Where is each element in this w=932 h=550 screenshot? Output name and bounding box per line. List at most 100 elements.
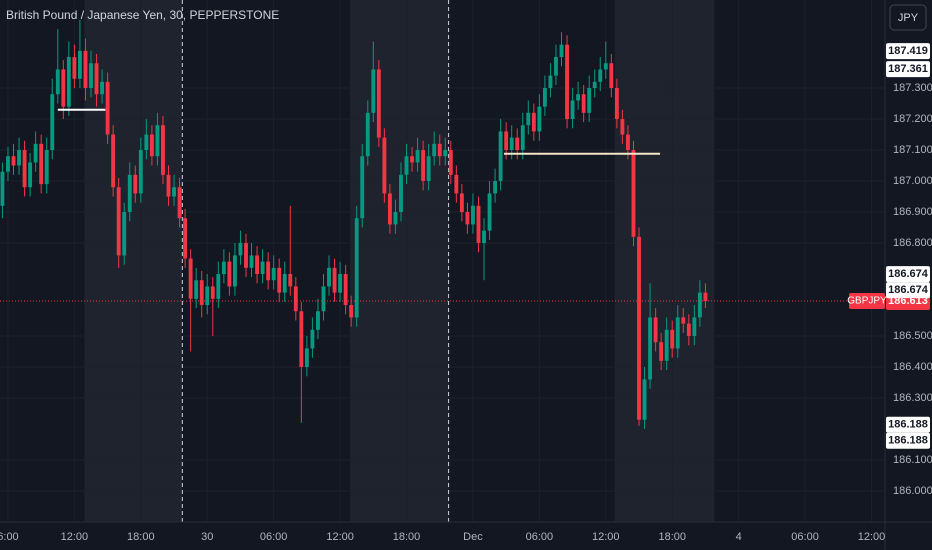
candle-body xyxy=(310,329,315,349)
symbol-tag-label: GBPJPY xyxy=(847,296,887,307)
candle-body xyxy=(288,274,293,287)
candle-body xyxy=(89,63,93,89)
price-label-box xyxy=(886,61,930,78)
currency-button[interactable] xyxy=(889,4,927,31)
candle-body xyxy=(476,205,481,244)
candle-body xyxy=(77,50,82,79)
candle-body xyxy=(39,143,44,185)
candle-body xyxy=(443,150,448,157)
candle-body xyxy=(282,274,287,293)
candle-body xyxy=(692,317,697,337)
candle-body xyxy=(432,143,437,157)
candle-body xyxy=(238,243,243,256)
candle-body xyxy=(382,137,387,194)
x-tick-label: 18:00 xyxy=(393,531,421,543)
x-tick-label: 18:00 xyxy=(658,531,686,543)
candle-body xyxy=(415,150,420,163)
candle-body xyxy=(598,69,603,82)
candle-body xyxy=(365,112,370,157)
candle-body xyxy=(271,267,276,281)
candle-body xyxy=(83,50,88,89)
candle-body xyxy=(304,348,309,368)
candle-body xyxy=(531,112,536,132)
candle-body xyxy=(648,317,653,380)
session-highlight xyxy=(614,0,715,522)
candle-body xyxy=(177,187,182,219)
candle-body xyxy=(614,88,619,120)
candle-body xyxy=(149,134,154,157)
candle-body xyxy=(637,236,641,420)
price-label: 186.674 xyxy=(888,268,929,280)
candle-body xyxy=(138,150,143,194)
candle-body xyxy=(581,94,586,113)
price-label: 186.188 xyxy=(888,419,928,431)
candle-body xyxy=(28,162,33,188)
candle-body xyxy=(33,143,38,163)
candle-body xyxy=(515,137,520,151)
candle-body xyxy=(376,69,381,138)
candle-body xyxy=(55,69,60,95)
candle-body xyxy=(22,150,27,188)
currency-label[interactable]: JPY xyxy=(898,12,919,24)
candle-body xyxy=(133,174,138,194)
candle-body xyxy=(631,150,636,237)
plot-background xyxy=(84,0,715,522)
candle-body xyxy=(670,329,675,349)
candle-body xyxy=(465,212,470,225)
candle-body xyxy=(105,81,110,135)
candle-body xyxy=(592,81,597,89)
session-highlight xyxy=(84,0,183,522)
candle-body xyxy=(343,274,348,306)
candle-body xyxy=(349,305,354,318)
candle-body xyxy=(459,193,464,213)
candle-body xyxy=(393,212,398,225)
candle-body xyxy=(249,255,254,268)
x-tick-label: 4 xyxy=(736,531,742,543)
candle-body xyxy=(44,150,49,185)
candle-body xyxy=(327,267,331,287)
candle-body xyxy=(321,286,326,312)
candle-body xyxy=(61,69,66,107)
symbol-tag xyxy=(849,292,885,309)
candle-body xyxy=(266,261,271,281)
candle-body xyxy=(454,174,459,194)
price-label: 187.419 xyxy=(888,45,928,57)
candle-body xyxy=(399,174,403,213)
y-tick-label: 187.300 xyxy=(893,82,932,94)
candle-body xyxy=(127,174,132,213)
candle-body xyxy=(232,255,237,287)
candle-body xyxy=(659,342,664,361)
candle-body xyxy=(332,267,337,293)
price-label-box xyxy=(886,282,930,299)
candle-body xyxy=(183,218,188,259)
candle-body xyxy=(221,261,226,275)
price-label-box xyxy=(886,43,930,60)
x-tick-label: 18:00 xyxy=(127,531,155,543)
y-tick-label: 186.300 xyxy=(893,392,932,404)
candle-body xyxy=(299,311,304,368)
candle-body xyxy=(426,156,431,182)
x-tick-label: 12:00 xyxy=(326,531,354,543)
candle-body xyxy=(498,131,503,182)
candle-body xyxy=(72,57,77,79)
x-tick-label: 12:00 xyxy=(858,531,886,543)
candle-body xyxy=(554,57,558,76)
candle-body xyxy=(293,286,298,312)
candle-body xyxy=(520,125,525,151)
candle-body xyxy=(100,81,105,95)
candle-body xyxy=(570,100,575,120)
candle-body xyxy=(216,274,221,299)
candle-body xyxy=(620,119,625,135)
price-label-box xyxy=(886,266,930,283)
candle-body xyxy=(166,174,171,197)
candle-body xyxy=(537,106,542,132)
candle-body xyxy=(116,187,121,256)
y-tick-label: 187.000 xyxy=(893,175,932,187)
price-label-box xyxy=(886,416,930,433)
x-tick-label: 06:00 xyxy=(526,531,554,543)
candle-body xyxy=(360,156,365,219)
x-tick-label: 12:00 xyxy=(592,531,620,543)
candle-body xyxy=(548,75,553,89)
candle-body xyxy=(587,88,592,113)
